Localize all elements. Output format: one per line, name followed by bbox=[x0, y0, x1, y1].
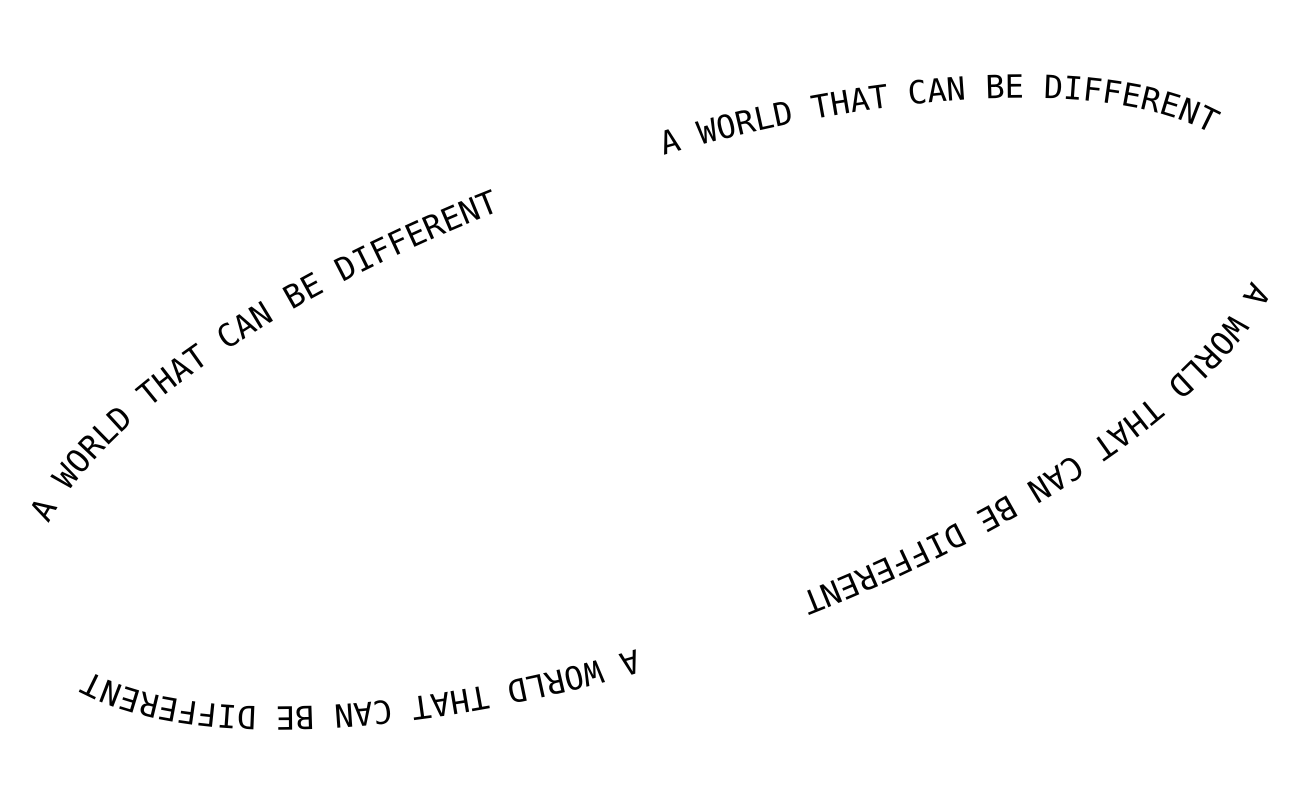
ring-phrase: A WORLD THAT CAN BE DIFFERENT bbox=[797, 277, 1278, 622]
ring-text: A WORLD THAT CAN BE DIFFERENT A WORLD THA… bbox=[22, 68, 1278, 737]
ring-text-path: A WORLD THAT CAN BE DIFFERENT A WORLD THA… bbox=[22, 68, 1278, 737]
ring-phrase: A WORLD THAT CAN BE DIFFERENT bbox=[22, 183, 503, 528]
ring-phrase: A WORLD THAT CAN BE DIFFERENT bbox=[655, 68, 1224, 163]
ring-phrase: A WORLD THAT CAN BE DIFFERENT bbox=[75, 641, 644, 736]
